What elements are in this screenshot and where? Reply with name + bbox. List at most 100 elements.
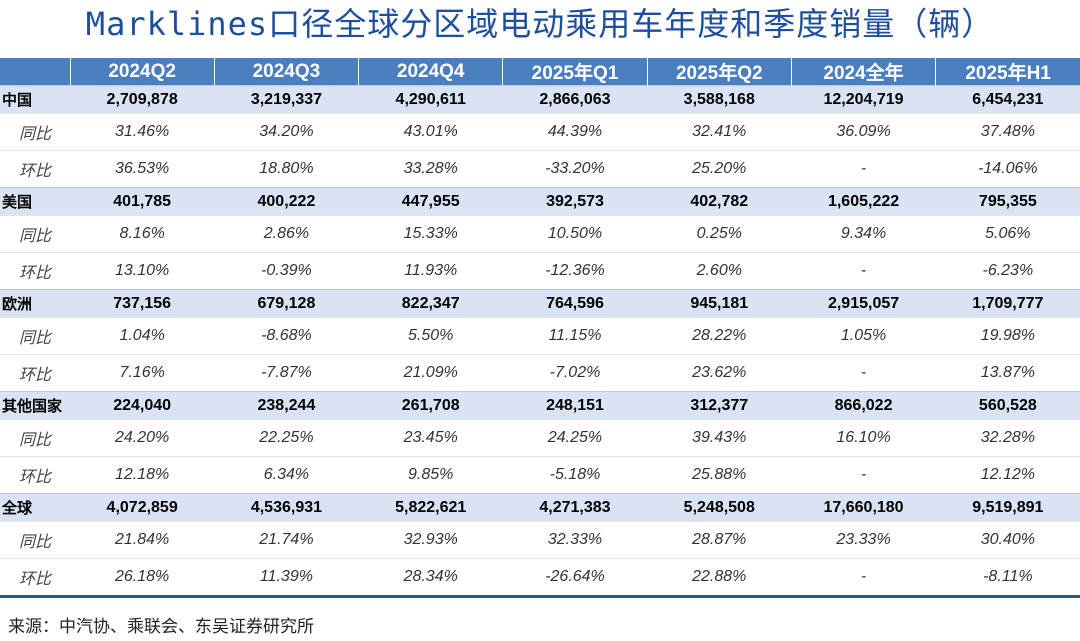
yoy-row: 同比 8.16% 2.86% 15.33% 10.50% 0.25% 9.34% 5.06% xyxy=(0,215,1080,253)
cell: 9.34% xyxy=(791,215,936,253)
cell: 17,660,180 xyxy=(791,493,936,522)
cell: 28.87% xyxy=(647,521,792,559)
cell: 23.62% xyxy=(647,354,792,392)
cell: 23.45% xyxy=(358,419,503,457)
cell: 4,536,931 xyxy=(214,493,359,522)
title: Marklines口径全球分区域电动乘用车年度和季度销量（辆） xyxy=(85,5,995,43)
cell: 400,222 xyxy=(214,187,359,216)
cell: 25.88% xyxy=(647,456,792,494)
cell: 23.33% xyxy=(791,521,936,559)
yoy-row: 同比 24.20% 22.25% 23.45% 24.25% 39.43% 16.10% 32… xyxy=(0,419,1080,457)
row-label: 同比 xyxy=(0,419,70,457)
cell: 2.60% xyxy=(647,252,792,290)
cell: 26.18% xyxy=(70,558,215,597)
cell: -7.02% xyxy=(502,354,648,392)
cell: 4,271,383 xyxy=(502,493,648,522)
cell: -6.23% xyxy=(935,252,1080,290)
cell: 11.15% xyxy=(502,317,648,355)
cell: 3,588,168 xyxy=(647,85,792,114)
cell: 560,528 xyxy=(935,391,1080,420)
qoq-row: 环比 12.18% 6.34% 9.85% -5.18% 25.88% -12.12% xyxy=(0,456,1080,494)
cell: 5.06% xyxy=(935,215,1080,253)
cell: 12,204,719 xyxy=(791,85,936,114)
cell: 28.34% xyxy=(358,558,503,597)
cell: 32.28% xyxy=(935,419,1080,457)
cell: 866,022 xyxy=(791,391,936,420)
row-label: 环比 xyxy=(0,456,70,494)
region-label: 美国 xyxy=(0,187,70,216)
column-header: 2024Q4 xyxy=(358,58,503,86)
cell: -5.18% xyxy=(502,456,648,494)
column-header: 2025年H1 xyxy=(935,58,1080,86)
cell: 261,708 xyxy=(358,391,503,420)
cell: 764,596 xyxy=(502,289,648,318)
cell: 24.20% xyxy=(70,419,215,457)
cell: 1.05% xyxy=(791,317,936,355)
row-label: 同比 xyxy=(0,215,70,253)
region-row: 中国 2,709,878 3,219,337 4,290,611 2,866,063 3,… xyxy=(0,85,1080,114)
cell: 34.20% xyxy=(214,113,359,151)
cell: 13.87% xyxy=(935,354,1080,392)
column-header: 2024Q3 xyxy=(213,58,359,86)
cell: 822,347 xyxy=(358,289,503,318)
cell: 7.16% xyxy=(70,354,215,392)
cell: 1.04% xyxy=(70,317,215,355)
cell: 31.46% xyxy=(70,113,215,151)
cell: 6.34% xyxy=(214,456,359,494)
cell: 5,822,621 xyxy=(358,493,503,522)
cell: 18.80% xyxy=(214,150,359,188)
row-label: 同比 xyxy=(0,113,70,151)
column-header: 2024Q2 xyxy=(69,58,215,86)
cell: 28.22% xyxy=(647,317,792,355)
sales-table: 2024Q2 2024Q3 2024Q4 2025年Q1 2025年Q2 2024全年 20… xyxy=(0,58,1080,598)
region-label: 全球 xyxy=(0,493,70,522)
cell: 2,709,878 xyxy=(70,85,215,114)
region-label: 中国 xyxy=(0,85,70,114)
cell: 737,156 xyxy=(70,289,215,318)
cell: 447,955 xyxy=(358,187,503,216)
cell: - xyxy=(791,558,936,597)
cell: -33.20% xyxy=(502,150,648,188)
cell: 4,072,859 xyxy=(70,493,215,522)
qoq-row: 环比 13.10% -0.39% 11.93% -12.36% 2.60% - -6.23% xyxy=(0,252,1080,290)
cell: 32.33% xyxy=(502,521,648,559)
region-row: 全球 4,072,859 4,536,931 5,822,621 4,271,383 5,… xyxy=(0,493,1080,522)
cell: 10.50% xyxy=(502,215,648,253)
yoy-row: 同比 31.46% 34.20% 43.01% 44.39% 32.41% 36.09% 37… xyxy=(0,113,1080,151)
row-label: 环比 xyxy=(0,252,70,290)
region-row: 欧洲 737,156 679,128 822,347 764,596 945,181 2,9… xyxy=(0,289,1080,318)
cell: 3,219,337 xyxy=(214,85,359,114)
cell: 945,181 xyxy=(647,289,792,318)
cell: 1,605,222 xyxy=(791,187,936,216)
cell: 12.18% xyxy=(70,456,215,494)
cell: 22.25% xyxy=(214,419,359,457)
cell: - xyxy=(791,354,936,392)
cell: 32.41% xyxy=(647,113,792,151)
cell: 43.01% xyxy=(358,113,503,151)
cell: 32.93% xyxy=(358,521,503,559)
cell: - xyxy=(791,456,936,494)
cell: 6,454,231 xyxy=(935,85,1080,114)
cell: 11.39% xyxy=(214,558,359,597)
qoq-row: 环比 7.16% -7.87% 21.09% -7.02% 23.62% -13.87% xyxy=(0,354,1080,392)
cell: 2.86% xyxy=(214,215,359,253)
region-row: 美国 401,785 400,222 447,955 392,573 402,782 1,6… xyxy=(0,187,1080,216)
cell: 11.93% xyxy=(358,252,503,290)
cell: 37.48% xyxy=(935,113,1080,151)
cell: - xyxy=(791,150,936,188)
cell: 402,782 xyxy=(647,187,792,216)
cell: 679,128 xyxy=(214,289,359,318)
qoq-row: 环比 26.18% 11.39% 28.34% -26.64% 22.88% - -8.11% xyxy=(0,558,1080,597)
cell: 4,290,611 xyxy=(358,85,503,114)
cell: 401,785 xyxy=(70,187,215,216)
cell: 238,244 xyxy=(214,391,359,420)
cell: 24.25% xyxy=(502,419,648,457)
cell: 21.09% xyxy=(358,354,503,392)
qoq-row: 环比 36.53% 18.80% 33.28% -33.20% 25.20% - -14.06… xyxy=(0,150,1080,188)
cell: 44.39% xyxy=(502,113,648,151)
cell: 39.43% xyxy=(647,419,792,457)
cell: 8.16% xyxy=(70,215,215,253)
cell: 224,040 xyxy=(70,391,215,420)
header-row: 2024Q2 2024Q3 2024Q4 2025年Q1 2025年Q2 2024全年 20… xyxy=(0,58,1080,86)
cell: 2,915,057 xyxy=(791,289,936,318)
